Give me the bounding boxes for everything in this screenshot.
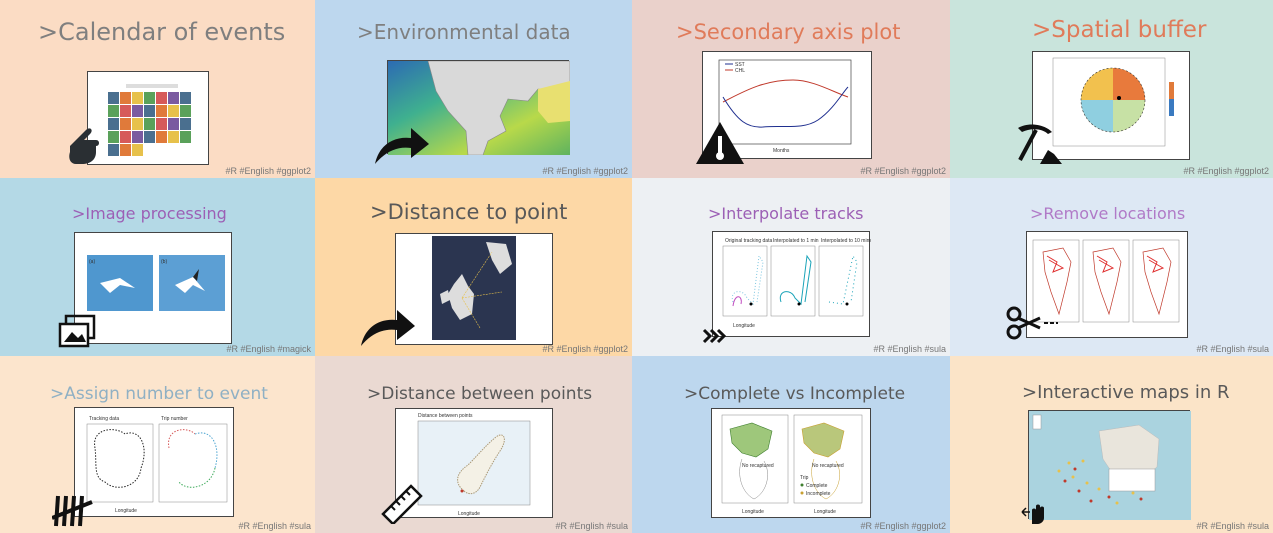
svg-text:Trip number: Trip number <box>161 416 188 422</box>
tile-secondary-axis-plot[interactable]: >Secondary axis plot SST CHL Months #R #… <box>632 0 950 178</box>
tile-title[interactable]: >Remove locations <box>1030 204 1186 223</box>
tile-title[interactable]: >Distance to point <box>370 200 568 224</box>
tile-title[interactable]: >Complete vs Incomplete <box>684 384 906 404</box>
svg-text:No recaptured: No recaptured <box>742 463 774 469</box>
thumbnail-image[interactable]: Tracking data Trip number Longitude <box>74 407 234 517</box>
drag-hand-icon <box>1020 502 1048 530</box>
tile-distance-to-point[interactable]: >Distance to point #R #English #ggplot2 <box>315 178 632 356</box>
tag-list: #R #English #sula <box>238 521 311 531</box>
tag-list: #R #English #ggplot2 <box>860 166 946 176</box>
thumbnail-image[interactable]: (a) (b) <box>74 232 232 344</box>
svg-text:Complete: Complete <box>806 483 828 489</box>
tag-list: #R #English #sula <box>1196 521 1269 531</box>
tile-title[interactable]: >Calendar of events <box>38 18 286 46</box>
curved-arrow-icon <box>359 304 415 352</box>
svg-text:Longitude: Longitude <box>742 509 764 515</box>
tile-environmental-data[interactable]: >Environmental data #R #English #ggplot2 <box>315 0 632 178</box>
svg-text:Longitude: Longitude <box>814 509 836 515</box>
pickaxe-icon <box>1014 122 1062 170</box>
tile-distance-between-points[interactable]: >Distance between points Distance betwee… <box>315 356 632 533</box>
images-icon <box>58 314 96 352</box>
tag-list: #R #English #ggplot2 <box>542 344 628 354</box>
tag-list: #R #English #ggplot2 <box>1183 166 1269 176</box>
svg-text:Tracking data: Tracking data <box>89 416 119 422</box>
tile-title[interactable]: >Image processing <box>72 204 227 223</box>
thumbnail-image[interactable] <box>1028 410 1191 520</box>
fast-forward-icon <box>702 326 728 350</box>
tile-title[interactable]: >Interpolate tracks <box>708 204 864 223</box>
tile-calendar-of-events[interactable]: >Calendar of events #R #English #ggplot2 <box>0 0 315 178</box>
thumbnail-image[interactable]: No recaptured No recaptured Trip Complet… <box>711 408 871 518</box>
tile-interpolate-tracks[interactable]: >Interpolate tracks Original tracking da… <box>632 178 950 356</box>
tag-list: #R #English #sula <box>1196 344 1269 354</box>
tally-marks-icon <box>51 494 94 532</box>
curved-arrow-icon <box>373 122 429 170</box>
tag-list: #R #English #magick <box>226 344 311 354</box>
svg-text:Longitude: Longitude <box>733 323 755 329</box>
svg-text:Months: Months <box>773 148 790 154</box>
thumbnail-image[interactable] <box>87 71 209 165</box>
warning-thermometer-icon <box>694 120 746 170</box>
pointing-hand-icon <box>66 122 102 170</box>
tile-title[interactable]: >Spatial buffer <box>1032 17 1207 43</box>
svg-text:Distance between points: Distance between points <box>418 413 473 419</box>
tile-title[interactable]: >Distance between points <box>367 384 593 404</box>
tile-assign-number-to-event[interactable]: >Assign number to event Tracking data Tr… <box>0 356 315 533</box>
svg-text:Original tracking data: Original tracking data <box>725 238 772 244</box>
thumbnail-image[interactable]: Original tracking data Interpolated to 1… <box>712 231 872 337</box>
tag-list: #R #English #ggplot2 <box>542 166 628 176</box>
thumbnail-image[interactable]: Distance between points Longitude <box>395 408 553 518</box>
svg-text:(a): (a) <box>89 259 95 265</box>
tile-title[interactable]: >Environmental data <box>357 20 571 44</box>
tag-list: #R #English #ggplot2 <box>225 166 311 176</box>
thumbnail-image[interactable] <box>1026 231 1188 338</box>
tag-list: #R #English #sula <box>873 344 946 354</box>
svg-text:Interpolated to 10 mins: Interpolated to 10 mins <box>821 238 871 244</box>
svg-text:No recaptured: No recaptured <box>812 463 844 469</box>
tile-interactive-maps-in-r[interactable]: >Interactive maps in R #R #English #sula <box>950 356 1273 533</box>
tag-list: #R #English #ggplot2 <box>860 521 946 531</box>
svg-text:Trip: Trip <box>800 475 809 481</box>
svg-text:SST: SST <box>735 62 745 68</box>
scissors-icon <box>1006 306 1058 344</box>
svg-text:Longitude: Longitude <box>115 508 137 514</box>
tile-image-processing[interactable]: >Image processing (a) (b) #R #English #m… <box>0 178 315 356</box>
svg-text:Longitude: Longitude <box>458 511 480 517</box>
thumbnail-image[interactable] <box>1032 51 1190 160</box>
svg-text:(b): (b) <box>161 259 167 265</box>
tile-complete-vs-incomplete[interactable]: >Complete vs Incomplete No recaptured No… <box>632 356 950 533</box>
tile-title[interactable]: >Assign number to event <box>50 384 268 404</box>
tile-remove-locations[interactable]: >Remove locations #R #English #sula <box>950 178 1273 356</box>
svg-text:Interpolated to 1 min: Interpolated to 1 min <box>773 238 819 244</box>
svg-text:CHL: CHL <box>735 68 745 74</box>
tile-title[interactable]: >Secondary axis plot <box>676 20 901 44</box>
tag-list: #R #English #sula <box>555 521 628 531</box>
tile-title[interactable]: >Interactive maps in R <box>1022 382 1230 403</box>
tile-spatial-buffer[interactable]: >Spatial buffer #R #English #ggplot2 <box>950 0 1273 178</box>
thumbnail-image[interactable] <box>395 233 553 345</box>
svg-text:Incomplete: Incomplete <box>806 491 831 497</box>
ruler-icon <box>381 484 423 528</box>
